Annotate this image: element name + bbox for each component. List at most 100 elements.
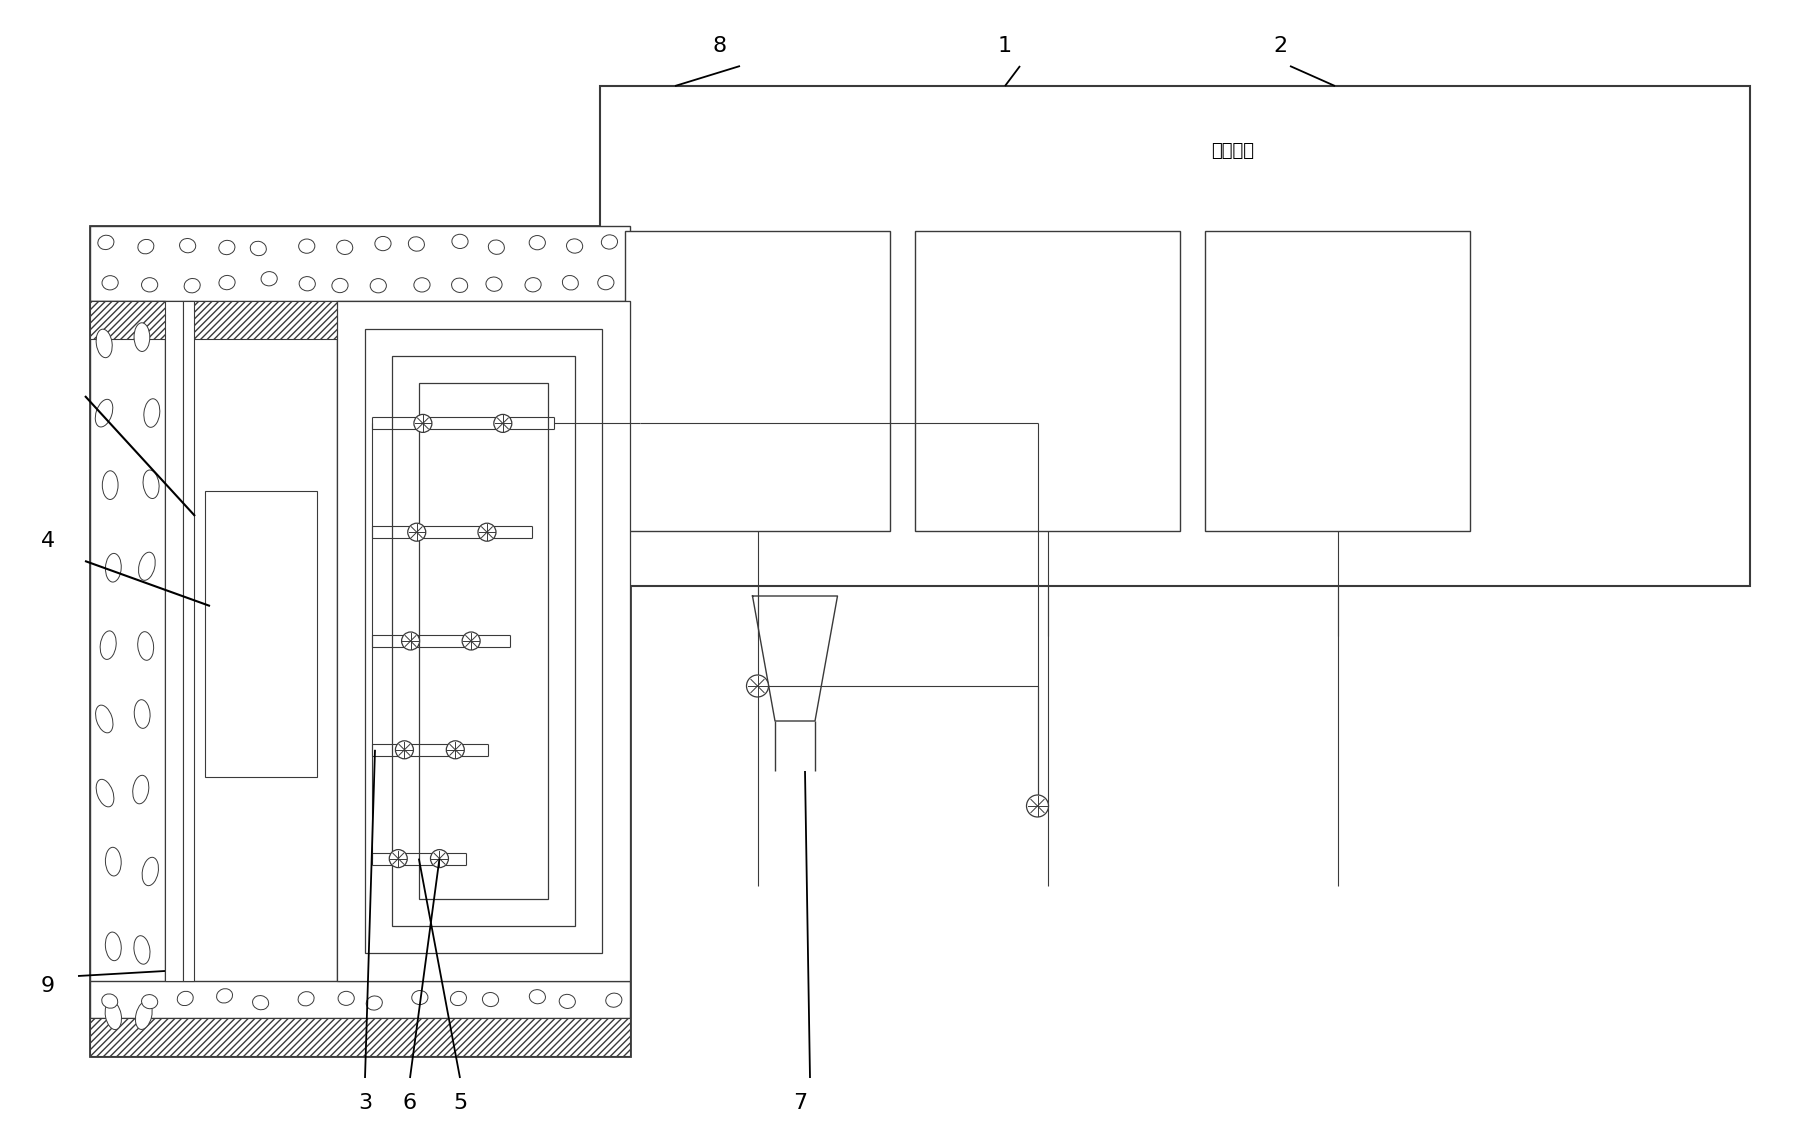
Ellipse shape	[138, 240, 154, 253]
Circle shape	[407, 524, 425, 541]
Circle shape	[431, 850, 448, 867]
Ellipse shape	[106, 932, 122, 961]
Ellipse shape	[452, 278, 468, 292]
Circle shape	[1026, 795, 1048, 817]
Ellipse shape	[136, 1002, 152, 1029]
Text: 1: 1	[997, 37, 1012, 56]
Ellipse shape	[138, 632, 154, 661]
Text: 7: 7	[793, 1093, 807, 1112]
Circle shape	[402, 632, 420, 650]
Ellipse shape	[370, 278, 386, 293]
Ellipse shape	[597, 275, 614, 290]
Ellipse shape	[567, 238, 583, 253]
Ellipse shape	[332, 278, 348, 292]
Text: 6: 6	[404, 1093, 416, 1112]
Ellipse shape	[102, 471, 118, 500]
Ellipse shape	[135, 936, 151, 964]
Ellipse shape	[253, 996, 269, 1010]
Ellipse shape	[249, 241, 266, 256]
Ellipse shape	[133, 776, 149, 803]
Bar	[599, 86, 1749, 586]
Bar	[90, 226, 630, 301]
Ellipse shape	[142, 995, 158, 1009]
Ellipse shape	[144, 398, 160, 428]
Ellipse shape	[606, 993, 623, 1008]
Ellipse shape	[106, 553, 122, 582]
Bar	[393, 356, 576, 926]
Ellipse shape	[529, 235, 545, 250]
Circle shape	[395, 741, 413, 759]
Ellipse shape	[106, 1002, 122, 1029]
Ellipse shape	[217, 989, 233, 1003]
Bar	[364, 329, 603, 953]
Bar	[90, 981, 630, 1018]
Ellipse shape	[138, 552, 156, 581]
Ellipse shape	[142, 277, 158, 292]
Bar	[90, 226, 630, 1057]
Ellipse shape	[375, 236, 391, 251]
Ellipse shape	[452, 234, 468, 249]
Text: 8: 8	[712, 37, 727, 56]
Bar	[90, 1018, 630, 1057]
Bar	[624, 230, 890, 531]
Ellipse shape	[97, 779, 113, 807]
Circle shape	[447, 741, 465, 759]
Ellipse shape	[135, 323, 151, 351]
Ellipse shape	[414, 277, 431, 292]
Bar	[205, 492, 318, 777]
Circle shape	[477, 524, 495, 541]
Circle shape	[463, 632, 481, 650]
Circle shape	[493, 414, 511, 432]
Ellipse shape	[144, 470, 160, 499]
Ellipse shape	[529, 989, 545, 1004]
Text: 9: 9	[41, 976, 56, 996]
Circle shape	[746, 675, 768, 697]
Ellipse shape	[450, 992, 466, 1005]
Ellipse shape	[102, 994, 118, 1009]
Ellipse shape	[413, 990, 429, 1004]
Ellipse shape	[219, 275, 235, 290]
Ellipse shape	[135, 699, 151, 728]
Circle shape	[414, 414, 432, 432]
Ellipse shape	[262, 272, 278, 286]
Ellipse shape	[102, 276, 118, 290]
Ellipse shape	[95, 399, 113, 427]
Text: 3: 3	[359, 1093, 371, 1112]
Ellipse shape	[409, 237, 425, 251]
Bar	[90, 301, 165, 1057]
Bar	[337, 301, 630, 981]
Ellipse shape	[178, 992, 194, 1005]
Bar	[165, 301, 183, 981]
Ellipse shape	[560, 994, 576, 1009]
Bar	[1206, 230, 1469, 531]
Ellipse shape	[486, 277, 502, 291]
Text: 4: 4	[41, 531, 56, 551]
Text: 5: 5	[452, 1093, 466, 1112]
Ellipse shape	[99, 235, 115, 250]
Ellipse shape	[219, 241, 235, 254]
Text: 2: 2	[1274, 37, 1286, 56]
Ellipse shape	[483, 993, 499, 1006]
Ellipse shape	[601, 235, 617, 249]
Text: 地面区域: 地面区域	[1211, 141, 1254, 160]
Ellipse shape	[366, 996, 382, 1010]
Bar	[915, 230, 1180, 531]
Ellipse shape	[106, 848, 122, 876]
Ellipse shape	[300, 276, 316, 291]
Ellipse shape	[488, 240, 504, 254]
Ellipse shape	[526, 277, 542, 292]
Ellipse shape	[298, 238, 316, 253]
Ellipse shape	[142, 857, 158, 885]
Bar	[90, 301, 630, 339]
Ellipse shape	[95, 705, 113, 733]
Bar	[183, 301, 194, 981]
Ellipse shape	[562, 275, 578, 290]
Circle shape	[389, 850, 407, 867]
Ellipse shape	[97, 329, 113, 357]
Bar	[420, 383, 547, 899]
Ellipse shape	[337, 240, 353, 254]
Ellipse shape	[185, 278, 201, 293]
Ellipse shape	[337, 992, 353, 1005]
Ellipse shape	[298, 992, 314, 1006]
Ellipse shape	[179, 238, 196, 253]
